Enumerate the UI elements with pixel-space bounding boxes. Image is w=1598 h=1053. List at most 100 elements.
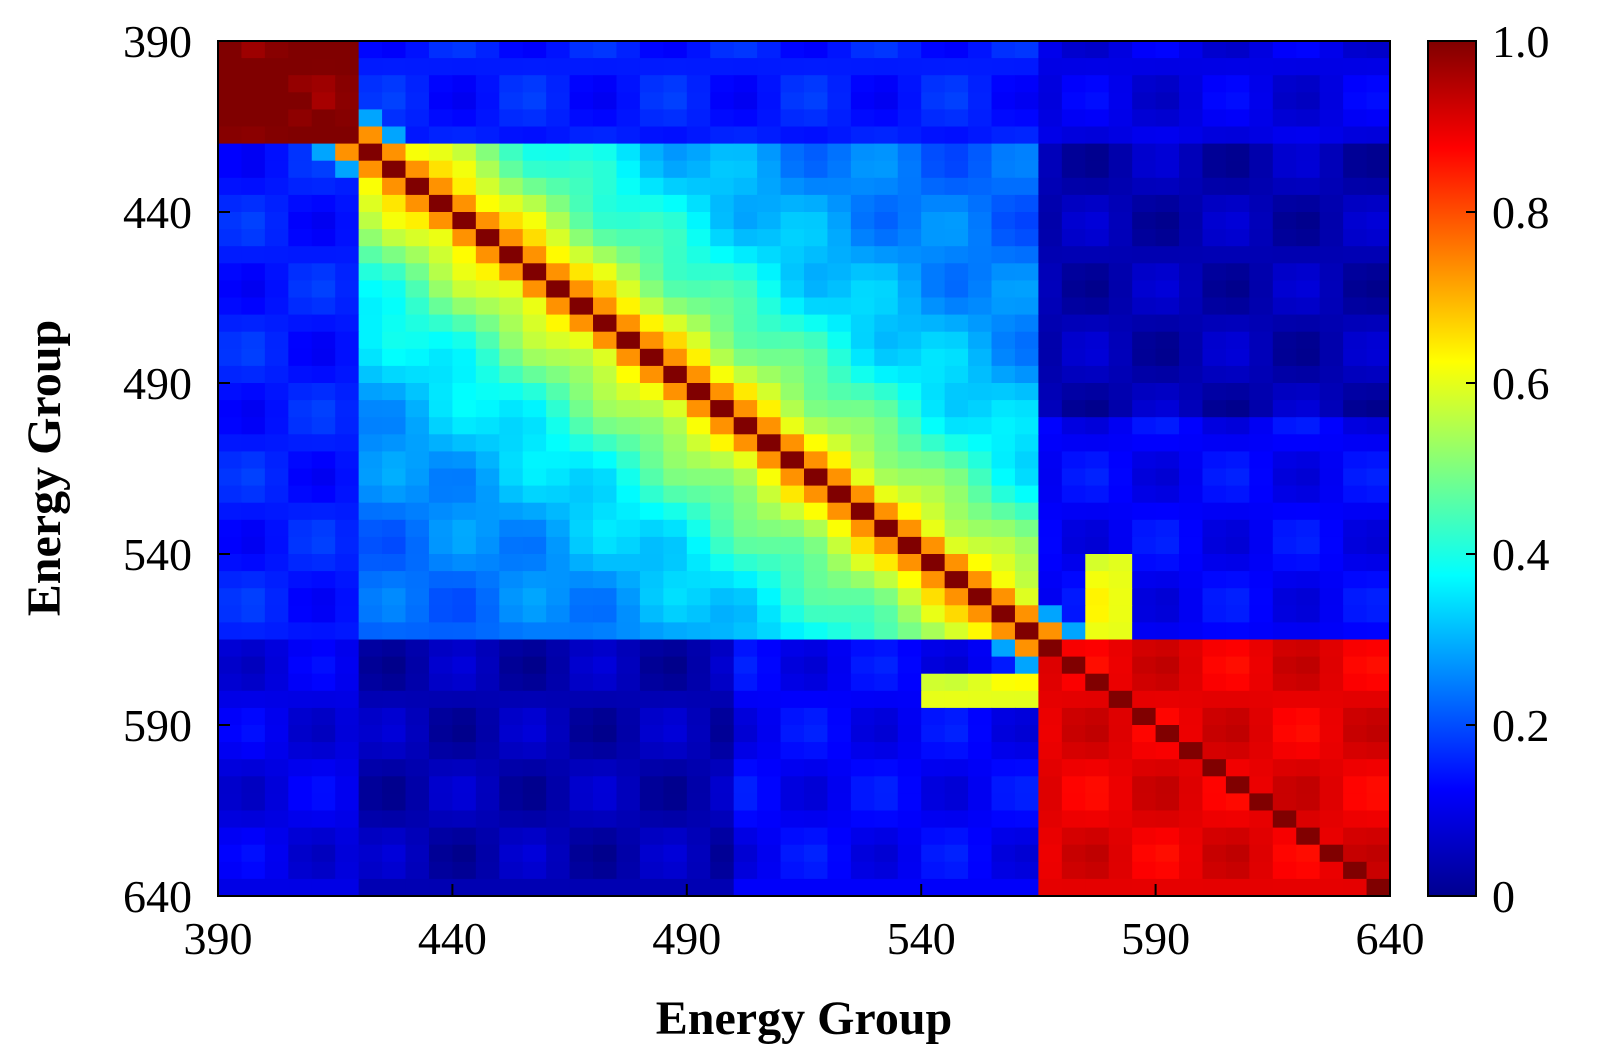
heatmap-cell [358, 861, 383, 880]
heatmap-cell [1296, 656, 1321, 675]
heatmap-cell [1366, 280, 1391, 299]
heatmap-cell [897, 229, 922, 247]
heatmap-cell [710, 844, 735, 863]
heatmap-cell [1179, 827, 1204, 846]
heatmap-cell [710, 92, 735, 110]
heatmap-cell [1343, 263, 1368, 281]
heatmap-cell [780, 588, 805, 606]
heatmap-cell [1108, 177, 1133, 196]
heatmap-cell [757, 810, 782, 829]
heatmap-cell [546, 177, 571, 196]
heatmap-cell [897, 109, 922, 128]
heatmap-cell [241, 92, 266, 110]
heatmap-cell [1038, 707, 1063, 726]
heatmap-cell [264, 639, 289, 658]
heatmap-cell [710, 690, 735, 709]
heatmap-cell [991, 400, 1016, 418]
heatmap-cell [663, 605, 688, 623]
heatmap-cell [663, 331, 688, 350]
heatmap-cell [780, 177, 805, 196]
heatmap-cell [1272, 878, 1297, 897]
heatmap-cell [733, 451, 758, 470]
heatmap-cell [1225, 314, 1250, 333]
heatmap-cell [968, 622, 993, 641]
heatmap-cell [1366, 485, 1391, 504]
heatmap-cell [686, 742, 711, 760]
heatmap-cell [1225, 622, 1250, 641]
heatmap-cell [827, 41, 852, 59]
heatmap-cell [311, 348, 336, 367]
heatmap-cell [991, 109, 1016, 128]
heatmap-cell [569, 314, 594, 333]
heatmap-cell [264, 588, 289, 606]
heatmap-cell [569, 75, 594, 93]
heatmap-cell [1155, 297, 1180, 316]
heatmap-cell [616, 400, 641, 418]
heatmap-cell [452, 622, 477, 641]
heatmap-cell [921, 707, 946, 726]
heatmap-cell [1202, 126, 1227, 145]
heatmap-cell [1366, 417, 1391, 435]
heatmap-cell [663, 861, 688, 880]
heatmap-cell [241, 725, 266, 743]
heatmap-cell [804, 229, 829, 247]
heatmap-cell [311, 673, 336, 692]
heatmap-cell [241, 605, 266, 623]
heatmap-cell [428, 365, 453, 384]
heatmap-cell [1296, 639, 1321, 658]
heatmap-cell [1249, 468, 1274, 487]
heatmap-cell [475, 519, 500, 538]
heatmap-cell [1343, 348, 1368, 367]
heatmap-cell [1319, 451, 1344, 470]
heatmap-cell [428, 605, 453, 623]
heatmap-cell [358, 143, 383, 162]
heatmap-cell [1249, 331, 1274, 350]
heatmap-cell [311, 92, 336, 110]
heatmap-cell [452, 878, 477, 897]
heatmap-cell [827, 92, 852, 110]
heatmap-cell [1108, 160, 1133, 179]
heatmap-cell [968, 690, 993, 709]
heatmap-cell [218, 143, 243, 162]
heatmap-cell [944, 348, 969, 367]
heatmap-cell [241, 451, 266, 470]
heatmap-cell [1179, 280, 1204, 299]
heatmap-cell [1319, 485, 1344, 504]
heatmap-cell [921, 41, 946, 59]
heatmap-cell [874, 571, 899, 589]
heatmap-cell [1085, 331, 1110, 350]
heatmap-cell [874, 417, 899, 435]
heatmap-cell [1132, 400, 1157, 418]
heatmap-cell [522, 639, 547, 658]
heatmap-cell [897, 759, 922, 777]
heatmap-cell [499, 793, 524, 812]
heatmap-cell [780, 571, 805, 589]
heatmap-cell [1343, 759, 1368, 777]
heatmap-cell [241, 434, 266, 452]
heatmap-cell [1014, 844, 1039, 863]
heatmap-cell [686, 263, 711, 281]
heatmap-cell [1225, 280, 1250, 299]
heatmap-cell [757, 109, 782, 128]
heatmap-cell [639, 810, 664, 829]
heatmap-cell [874, 58, 899, 76]
heatmap-cell [1272, 742, 1297, 760]
heatmap-cell [593, 639, 618, 658]
heatmap-cell [522, 810, 547, 829]
heatmap-cell [639, 280, 664, 299]
heatmap-cell [475, 451, 500, 470]
heatmap-cell [452, 92, 477, 110]
heatmap-cell [733, 707, 758, 726]
heatmap-cell [264, 793, 289, 812]
heatmap-cell [1179, 400, 1204, 418]
heatmap-cell [475, 827, 500, 846]
heatmap-cell [546, 331, 571, 350]
heatmap-cell [686, 536, 711, 555]
heatmap-cell [405, 707, 430, 726]
heatmap-cell [288, 143, 313, 162]
heatmap-cell [897, 280, 922, 299]
heatmap-cell [757, 177, 782, 196]
heatmap-cell [569, 742, 594, 760]
heatmap-cell [1296, 673, 1321, 692]
heatmap-cell [780, 400, 805, 418]
